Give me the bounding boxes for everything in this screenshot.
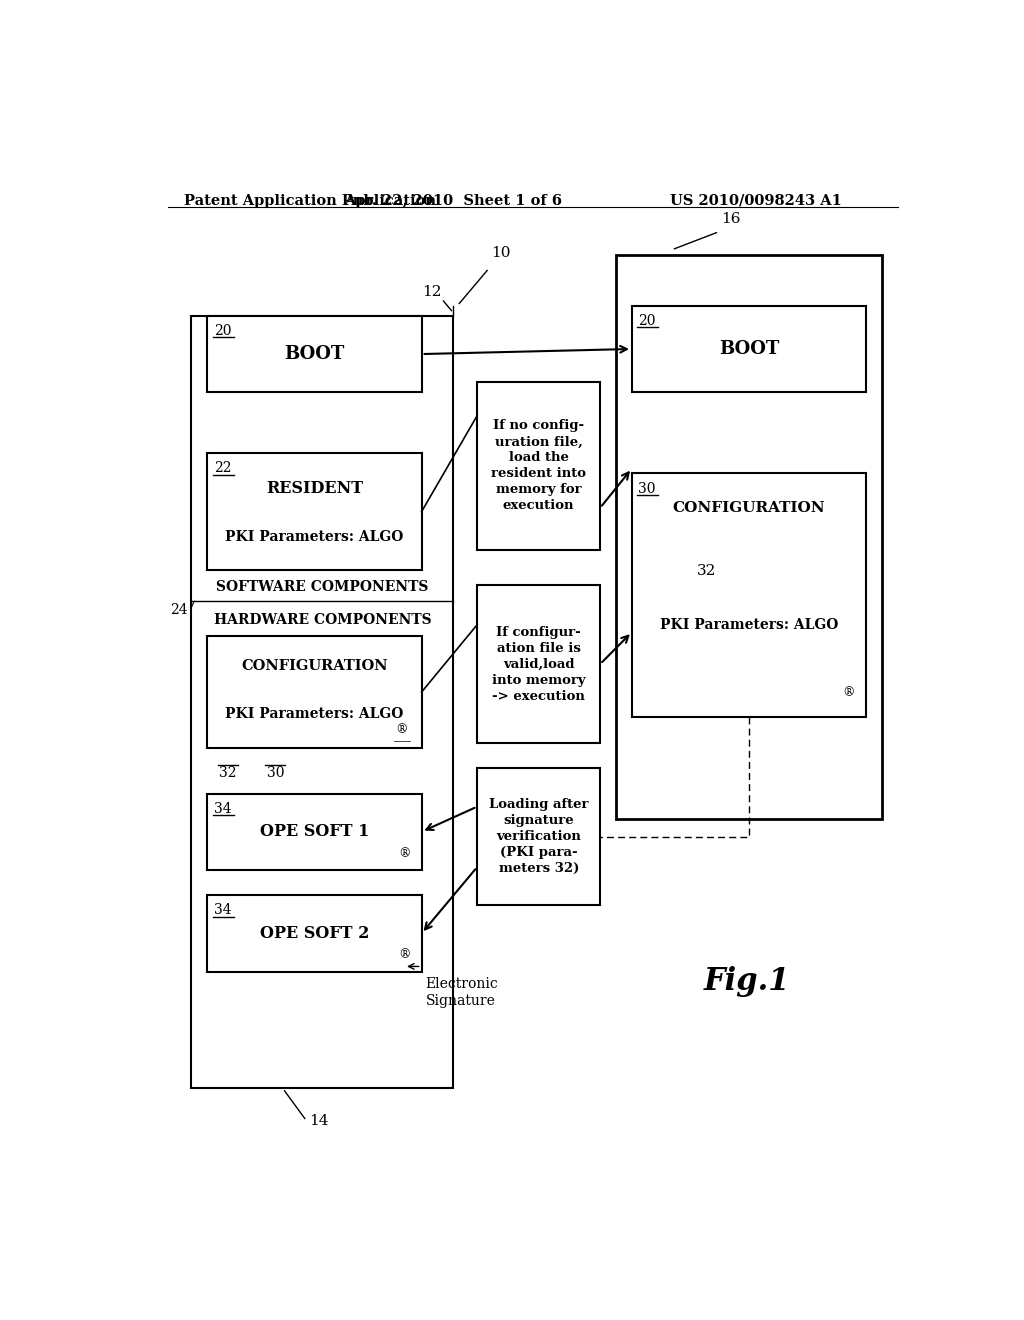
Text: SOFTWARE COMPONENTS: SOFTWARE COMPONENTS bbox=[216, 581, 429, 594]
Text: PKI Parameters: ALGO: PKI Parameters: ALGO bbox=[225, 708, 403, 721]
Bar bbox=[632, 474, 866, 718]
Text: Apr. 22, 2010  Sheet 1 of 6: Apr. 22, 2010 Sheet 1 of 6 bbox=[344, 194, 562, 209]
Text: 34: 34 bbox=[214, 903, 231, 917]
Text: 16: 16 bbox=[722, 213, 741, 227]
Text: BOOT: BOOT bbox=[285, 345, 345, 363]
Text: HARDWARE COMPONENTS: HARDWARE COMPONENTS bbox=[214, 612, 431, 627]
Bar bbox=[207, 636, 422, 748]
Bar bbox=[477, 768, 600, 906]
Text: OPE SOFT 2: OPE SOFT 2 bbox=[260, 925, 370, 942]
Text: Fig.1: Fig.1 bbox=[703, 966, 791, 997]
Bar bbox=[616, 255, 882, 818]
Bar bbox=[632, 306, 866, 392]
Bar bbox=[207, 793, 422, 870]
Text: 12: 12 bbox=[422, 285, 441, 298]
Text: 30: 30 bbox=[638, 482, 655, 495]
Bar bbox=[207, 453, 422, 570]
Text: 32: 32 bbox=[219, 766, 237, 780]
Text: ®: ® bbox=[843, 686, 855, 700]
Text: 34: 34 bbox=[214, 801, 231, 816]
Text: RESIDENT: RESIDENT bbox=[266, 479, 362, 496]
Text: ®: ® bbox=[398, 846, 411, 859]
Text: 10: 10 bbox=[492, 246, 511, 260]
Text: Loading after
signature
verification
(PKI para-
meters 32): Loading after signature verification (PK… bbox=[488, 799, 589, 875]
Text: PKI Parameters: ALGO: PKI Parameters: ALGO bbox=[225, 531, 403, 544]
Bar bbox=[477, 585, 600, 743]
Text: CONFIGURATION: CONFIGURATION bbox=[673, 500, 825, 515]
Bar bbox=[477, 381, 600, 549]
Text: Electronic
Signature: Electronic Signature bbox=[426, 977, 499, 1008]
Text: If configur-
ation file is
valid,load
into memory
-> execution: If configur- ation file is valid,load in… bbox=[492, 626, 586, 702]
Text: 30: 30 bbox=[267, 766, 285, 780]
Text: OPE SOFT 1: OPE SOFT 1 bbox=[260, 824, 370, 841]
Text: CONFIGURATION: CONFIGURATION bbox=[242, 659, 388, 673]
Text: US 2010/0098243 A1: US 2010/0098243 A1 bbox=[671, 194, 842, 209]
Bar bbox=[191, 315, 454, 1089]
Text: If no config-
uration file,
load the
resident into
memory for
execution: If no config- uration file, load the res… bbox=[492, 420, 586, 512]
Text: 32: 32 bbox=[697, 564, 717, 578]
Text: 24: 24 bbox=[170, 602, 187, 616]
Text: PKI Parameters: ALGO: PKI Parameters: ALGO bbox=[659, 618, 839, 632]
Text: ®: ® bbox=[398, 948, 411, 961]
Text: 14: 14 bbox=[309, 1114, 329, 1127]
Text: Patent Application Publication: Patent Application Publication bbox=[183, 194, 435, 209]
Text: ®: ® bbox=[395, 723, 408, 735]
Bar bbox=[207, 315, 422, 392]
Text: 20: 20 bbox=[214, 325, 231, 338]
Bar bbox=[207, 895, 422, 972]
Text: BOOT: BOOT bbox=[719, 341, 779, 358]
Text: 20: 20 bbox=[638, 314, 655, 327]
Text: 22: 22 bbox=[214, 461, 231, 475]
